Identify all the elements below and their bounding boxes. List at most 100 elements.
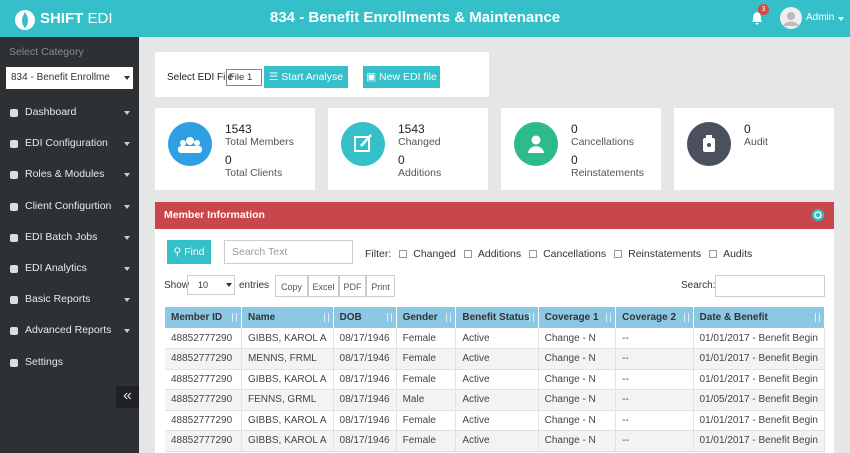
table-cell: Change - N — [538, 328, 615, 349]
new-file-text: New EDI file — [379, 71, 437, 83]
filters: Filter:ChangedAdditionsCancellationsRein… — [365, 248, 752, 260]
column-title: Coverage 1 — [545, 312, 599, 323]
menu-icon — [10, 171, 18, 179]
new-file-button[interactable]: ▣ New EDI file — [363, 66, 440, 88]
table-cell: 08/17/1946 — [333, 369, 396, 390]
filter-checkbox[interactable] — [709, 250, 717, 258]
logo-light: EDI — [88, 10, 113, 27]
table-cell: 48852777290 — [165, 390, 241, 411]
table-cell: Active — [456, 328, 538, 349]
column-title: DOB — [340, 312, 362, 323]
menu-item[interactable]: Basic Reports — [0, 284, 139, 315]
sort-icon — [232, 313, 237, 322]
file-label: Select EDI File — [167, 72, 233, 83]
sort-icon — [684, 313, 689, 322]
collapse-button[interactable]: « — [116, 386, 139, 408]
stat-value: 0 — [571, 122, 578, 136]
table-cell: -- — [616, 431, 693, 452]
menu-text: Roles & Modules — [25, 168, 104, 180]
sort-icon — [446, 313, 451, 322]
export-button[interactable]: Excel — [308, 275, 339, 297]
menu-item[interactable]: Settings — [0, 347, 139, 378]
filter-checkbox[interactable] — [399, 250, 407, 258]
table-search-input[interactable] — [715, 275, 825, 297]
column-header[interactable]: Coverage 1 — [538, 307, 615, 328]
sidebar: Select Category 834 - Benefit Enrollme D… — [0, 37, 139, 453]
table-cell: Male — [396, 390, 456, 411]
column-header[interactable]: Coverage 2 — [616, 307, 693, 328]
filter-label: Reinstatements — [628, 248, 701, 260]
user-caret — [838, 17, 844, 21]
find-text: Find — [184, 246, 204, 258]
column-header[interactable]: Member ID — [165, 307, 241, 328]
export-button[interactable]: Copy — [275, 275, 308, 297]
table-cell: 48852777290 — [165, 349, 241, 370]
filter-checkbox[interactable] — [464, 250, 472, 258]
table-cell: GIBBS, KAROL A — [241, 328, 333, 349]
entries-caret — [226, 283, 232, 287]
sort-icon — [324, 313, 329, 322]
menu-item[interactable]: Advanced Reports — [0, 315, 139, 346]
avatar[interactable] — [780, 7, 802, 29]
column-header[interactable]: Date & Benefit — [693, 307, 824, 328]
find-button[interactable]: ⚲ Find — [167, 240, 211, 264]
sort-icon — [387, 313, 392, 322]
file-select[interactable]: File 1 — [226, 69, 262, 86]
refresh-icon[interactable] — [812, 209, 824, 221]
search-text-input[interactable]: Search Text — [224, 240, 353, 264]
menu-item[interactable]: EDI Configuration — [0, 128, 139, 159]
export-button[interactable]: Print — [366, 275, 395, 297]
menu-caret — [124, 205, 130, 209]
column-header[interactable]: Name — [241, 307, 333, 328]
column-header[interactable]: Gender — [396, 307, 456, 328]
export-button[interactable]: PDF — [339, 275, 366, 297]
notification-badge: 3 — [758, 4, 769, 15]
column-header[interactable]: DOB — [333, 307, 396, 328]
page-title: 834 - Benefit Enrollments & Maintenance — [270, 9, 560, 26]
start-analyse-button[interactable]: ☰ Start Analyse — [264, 66, 348, 88]
stat-card: 1543Total Members0Total Clients — [155, 108, 315, 190]
stat-label: Audit — [744, 136, 768, 148]
menu-item[interactable]: EDI Batch Jobs — [0, 222, 139, 253]
top-bar: SHIFT EDI 834 - Benefit Enrollments & Ma… — [0, 0, 850, 37]
logo[interactable]: SHIFT EDI — [40, 10, 113, 27]
column-title: Benefit Status — [462, 312, 529, 323]
table-cell: Female — [396, 369, 456, 390]
category-select[interactable]: 834 - Benefit Enrollme — [6, 67, 133, 89]
filter-label: Cancellations — [543, 248, 606, 260]
table-cell: 08/17/1946 — [333, 349, 396, 370]
stat-icon — [341, 122, 385, 166]
table-cell: 01/01/2017 - Benefit Begin — [693, 410, 824, 431]
menu-caret — [124, 298, 130, 302]
table-cell: 48852777290 — [165, 431, 241, 452]
table-cell: Female — [396, 410, 456, 431]
file-value: File 1 — [229, 72, 252, 83]
stat-label: Reinstatements — [571, 167, 644, 179]
menu-item[interactable]: Dashboard — [0, 97, 139, 128]
filter-checkbox[interactable] — [529, 250, 537, 258]
table-cell: MENNS, FRML — [241, 349, 333, 370]
table-cell: Change - N — [538, 431, 615, 452]
table-cell: 48852777290 — [165, 369, 241, 390]
user-name[interactable]: Admin — [806, 12, 834, 23]
table-cell: 01/01/2017 - Benefit Begin — [693, 431, 824, 452]
stat-icon — [687, 122, 731, 166]
logo-bold: SHIFT — [40, 10, 83, 27]
menu-text: Client Configurtion — [25, 200, 111, 212]
menu-item[interactable]: Roles & Modules — [0, 159, 139, 190]
stat-value: 0 — [398, 153, 405, 167]
entries-value: 10 — [198, 280, 208, 290]
table-row: 48852777290GIBBS, KAROL A08/17/1946Femal… — [165, 431, 825, 452]
column-header[interactable]: Benefit Status — [456, 307, 538, 328]
menu-item[interactable]: Client Configurtion — [0, 191, 139, 222]
entries-select[interactable]: 10 — [187, 275, 235, 295]
filter-checkbox[interactable] — [614, 250, 622, 258]
column-title: Date & Benefit — [700, 312, 768, 323]
menu-item[interactable]: EDI Analytics — [0, 253, 139, 284]
table-cell: GIBBS, KAROL A — [241, 410, 333, 431]
table-cell: Change - N — [538, 410, 615, 431]
menu-icon — [10, 265, 18, 273]
table-row: 48852777290FENNS, GRML08/17/1946MaleActi… — [165, 390, 825, 411]
category-label: Select Category — [9, 46, 84, 58]
